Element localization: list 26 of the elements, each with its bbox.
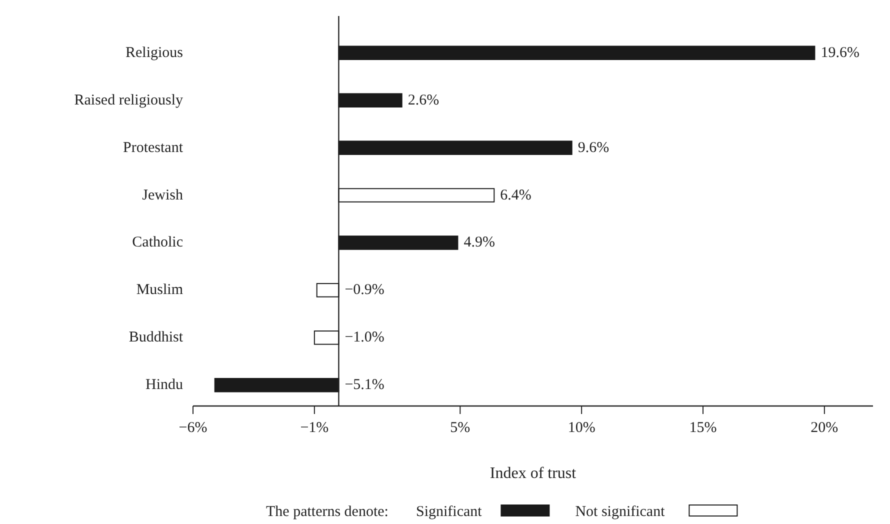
- y-tick-label: Buddhist: [128, 330, 184, 346]
- y-tick-label: Religious: [125, 44, 184, 61]
- y-tick-label: Jewish: [142, 187, 184, 204]
- legend-label: Not significant: [575, 504, 666, 520]
- x-tick-label: 15%: [689, 420, 717, 436]
- x-tick-label: 20%: [810, 420, 838, 436]
- legend-title: The patterns denote:: [266, 504, 388, 520]
- x-tick-label: 10%: [568, 420, 596, 436]
- legend-label: Significant: [416, 504, 483, 520]
- y-tick-label: Catholic: [132, 234, 184, 251]
- y-tick-label: Raised religiously: [74, 92, 184, 108]
- y-tick-label: Hindu: [146, 377, 184, 394]
- y-tick-label: Protestant: [123, 140, 184, 156]
- data-label: 6.4%: [500, 187, 532, 204]
- data-label: 19.6%: [820, 44, 860, 61]
- data-label: −1.0%: [344, 330, 384, 346]
- data-label: −5.1%: [344, 377, 384, 394]
- x-tick-label: 5%: [450, 420, 470, 436]
- x-tick-label: −1%: [300, 420, 329, 436]
- y-tick-label: Muslim: [136, 282, 184, 298]
- x-tick-label: −6%: [178, 420, 208, 436]
- data-label: −0.9%: [344, 282, 384, 298]
- data-label: 9.6%: [578, 140, 610, 156]
- x-axis-title: Index of trust: [490, 465, 577, 482]
- data-label: 4.9%: [464, 234, 495, 251]
- data-label: 2.6%: [408, 92, 440, 108]
